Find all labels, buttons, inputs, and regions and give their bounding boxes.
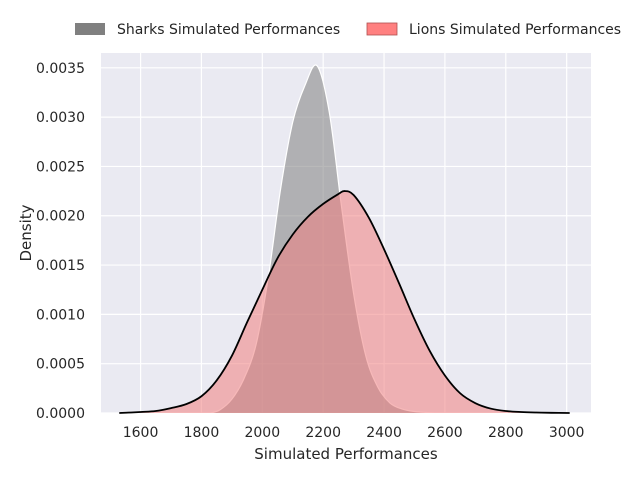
legend-swatch bbox=[366, 22, 398, 36]
legend-swatch bbox=[75, 23, 105, 35]
y-tick-label: 0.0015 bbox=[36, 258, 85, 274]
y-tick-labels: 0.0000 0.0005 0.0010 0.0015 0.0020 0.0025 0.00… bbox=[36, 61, 85, 422]
x-tick-label: 2000 bbox=[244, 425, 280, 441]
density-series bbox=[119, 64, 570, 414]
y-tick-label: 0.0035 bbox=[36, 61, 85, 77]
y-tick-label: 0.0020 bbox=[36, 209, 85, 225]
series-2-line bbox=[119, 190, 570, 414]
y-tick-label: 0.0010 bbox=[36, 307, 85, 323]
y-tick-label: 0.0005 bbox=[36, 357, 85, 373]
x-tick-label: 1600 bbox=[123, 425, 159, 441]
x-tick-label: 2600 bbox=[427, 425, 463, 441]
y-axis-title: Density bbox=[17, 204, 35, 261]
x-tick-label: 3000 bbox=[549, 425, 585, 441]
x-tick-label: 2800 bbox=[488, 425, 524, 441]
legend: Sharks Simulated Performances Lions Simul… bbox=[75, 22, 621, 38]
y-tick-label: 0.0000 bbox=[36, 406, 85, 422]
x-axis-title: Simulated Performances bbox=[254, 445, 438, 463]
legend-label: Lions Simulated Performances bbox=[409, 22, 621, 38]
x-tick-label: 1800 bbox=[184, 425, 220, 441]
y-tick-label: 0.0030 bbox=[36, 110, 85, 126]
x-tick-label: 2200 bbox=[305, 425, 341, 441]
x-tick-label: 2400 bbox=[366, 425, 402, 441]
legend-label: Sharks Simulated Performances bbox=[117, 22, 340, 38]
y-tick-label: 0.0025 bbox=[36, 159, 85, 175]
x-tick-labels: 1600 1800 2000 2200 2400 2600 2800 3000 bbox=[123, 425, 585, 441]
